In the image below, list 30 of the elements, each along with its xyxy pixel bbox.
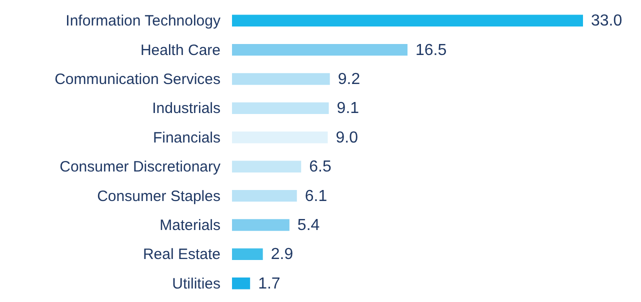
data-label: 9.0 [336,129,358,146]
data-label: 6.5 [309,158,332,176]
bar [232,190,297,202]
data-label: 33.0 [591,12,622,30]
bar [232,248,263,260]
data-label: 16.5 [416,42,447,59]
bar [232,160,302,172]
bar [232,278,250,290]
data-label: 9.1 [336,100,360,118]
y-tick-label: Materials [160,217,220,234]
data-label: 6.1 [304,188,328,205]
y-tick-label: Information Technology [66,12,221,30]
y-tick-label: Consumer Discretionary [60,158,221,176]
y-tick-label: Consumer Staples [97,188,220,205]
bar [232,14,583,26]
bar [232,219,290,231]
y-tick-label: Utilities [172,275,220,292]
data-label: 1.7 [258,275,280,292]
y-tick-label: Industrials [152,100,220,118]
y-tick-label: Health Care [140,42,220,59]
data-label: 2.9 [270,246,294,264]
y-tick-label: Financials [152,129,220,146]
y-tick-label: Communication Services [54,71,220,88]
data-label: 5.4 [297,217,320,234]
bar [232,132,328,144]
bar [232,102,329,114]
bar [232,44,408,56]
data-label: 9.2 [338,71,360,88]
bar [232,73,330,85]
y-tick-label: Real Estate [142,246,220,264]
